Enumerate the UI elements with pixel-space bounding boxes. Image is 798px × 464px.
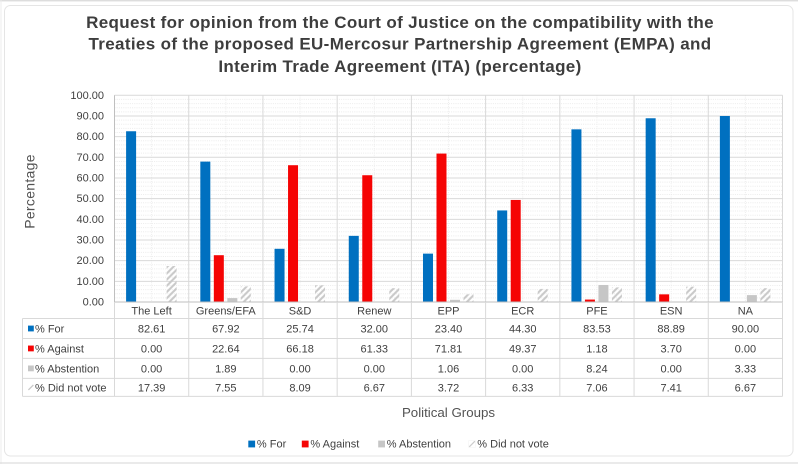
svg-text:% For: % For [35, 324, 65, 336]
svg-text:PFE: PFE [586, 306, 607, 318]
svg-text:22.64: 22.64 [212, 343, 240, 355]
svg-text:83.53: 83.53 [583, 324, 611, 336]
svg-text:40.00: 40.00 [76, 214, 104, 226]
svg-text:% Abstention: % Abstention [35, 363, 99, 375]
svg-text:23.40: 23.40 [435, 324, 463, 336]
svg-text:% Against: % Against [35, 343, 84, 355]
svg-text:7.06: 7.06 [586, 382, 607, 394]
svg-text:% Against: % Against [310, 439, 359, 451]
svg-text:44.30: 44.30 [509, 324, 537, 336]
svg-text:1.89: 1.89 [215, 363, 236, 375]
svg-text:50.00: 50.00 [76, 193, 104, 205]
svg-text:60.00: 60.00 [76, 172, 104, 184]
svg-text:0.00: 0.00 [364, 363, 385, 375]
svg-text:61.33: 61.33 [361, 343, 389, 355]
svg-text:0.00: 0.00 [735, 343, 756, 355]
svg-text:49.37: 49.37 [509, 343, 537, 355]
svg-text:90.00: 90.00 [76, 110, 104, 122]
svg-text:80.00: 80.00 [76, 131, 104, 143]
svg-text:100.00: 100.00 [70, 90, 104, 102]
svg-text:3.72: 3.72 [438, 382, 459, 394]
svg-text:% Did not vote: % Did not vote [35, 382, 107, 394]
svg-text:1.06: 1.06 [438, 363, 459, 375]
svg-text:Greens/EFA: Greens/EFA [196, 306, 257, 318]
svg-text:25.74: 25.74 [286, 324, 314, 336]
svg-text:0.00: 0.00 [141, 363, 162, 375]
svg-text:7.55: 7.55 [215, 382, 236, 394]
svg-text:% Did not vote: % Did not vote [477, 439, 549, 451]
svg-text:Percentage: Percentage [22, 154, 38, 229]
svg-text:1.18: 1.18 [586, 343, 607, 355]
svg-text:7.41: 7.41 [660, 382, 681, 394]
svg-text:ESN: ESN [660, 306, 683, 318]
svg-text:67.92: 67.92 [212, 324, 240, 336]
svg-text:0.00: 0.00 [141, 343, 162, 355]
svg-text:0.00: 0.00 [289, 363, 310, 375]
svg-text:0.00: 0.00 [83, 297, 104, 309]
svg-text:3.70: 3.70 [660, 343, 681, 355]
svg-text:Request for opinion from the C: Request for opinion from the Court of Ju… [86, 13, 714, 32]
svg-text:0.00: 0.00 [512, 363, 533, 375]
svg-text:Treaties of the proposed EU-Me: Treaties of the proposed EU-Mercosur Par… [88, 35, 711, 54]
svg-text:71.81: 71.81 [435, 343, 463, 355]
svg-text:NA: NA [738, 306, 754, 318]
svg-text:30.00: 30.00 [76, 234, 104, 246]
svg-text:Renew: Renew [357, 306, 391, 318]
svg-text:10.00: 10.00 [76, 276, 104, 288]
svg-text:8.24: 8.24 [586, 363, 607, 375]
svg-text:EPP: EPP [437, 306, 459, 318]
svg-text:88.89: 88.89 [657, 324, 685, 336]
svg-text:The Left: The Left [131, 306, 171, 318]
svg-text:Political Groups: Political Groups [402, 405, 495, 420]
svg-text:90.00: 90.00 [732, 324, 760, 336]
svg-text:82.61: 82.61 [138, 324, 166, 336]
svg-text:% For: % For [257, 439, 287, 451]
svg-text:6.67: 6.67 [364, 382, 385, 394]
svg-text:20.00: 20.00 [76, 255, 104, 267]
svg-text:32.00: 32.00 [361, 324, 389, 336]
svg-text:0.00: 0.00 [660, 363, 681, 375]
svg-text:6.67: 6.67 [735, 382, 756, 394]
svg-text:6.33: 6.33 [512, 382, 533, 394]
svg-text:S&D: S&D [289, 306, 312, 318]
svg-text:17.39: 17.39 [138, 382, 166, 394]
svg-text:66.18: 66.18 [286, 343, 314, 355]
svg-text:3.33: 3.33 [735, 363, 756, 375]
svg-text:% Abstention: % Abstention [387, 439, 451, 451]
svg-text:70.00: 70.00 [76, 152, 104, 164]
svg-text:Interim Trade Agreement (ITA): Interim Trade Agreement (ITA) (percentag… [218, 57, 581, 76]
svg-text:ECR: ECR [511, 306, 534, 318]
svg-text:8.09: 8.09 [289, 382, 310, 394]
